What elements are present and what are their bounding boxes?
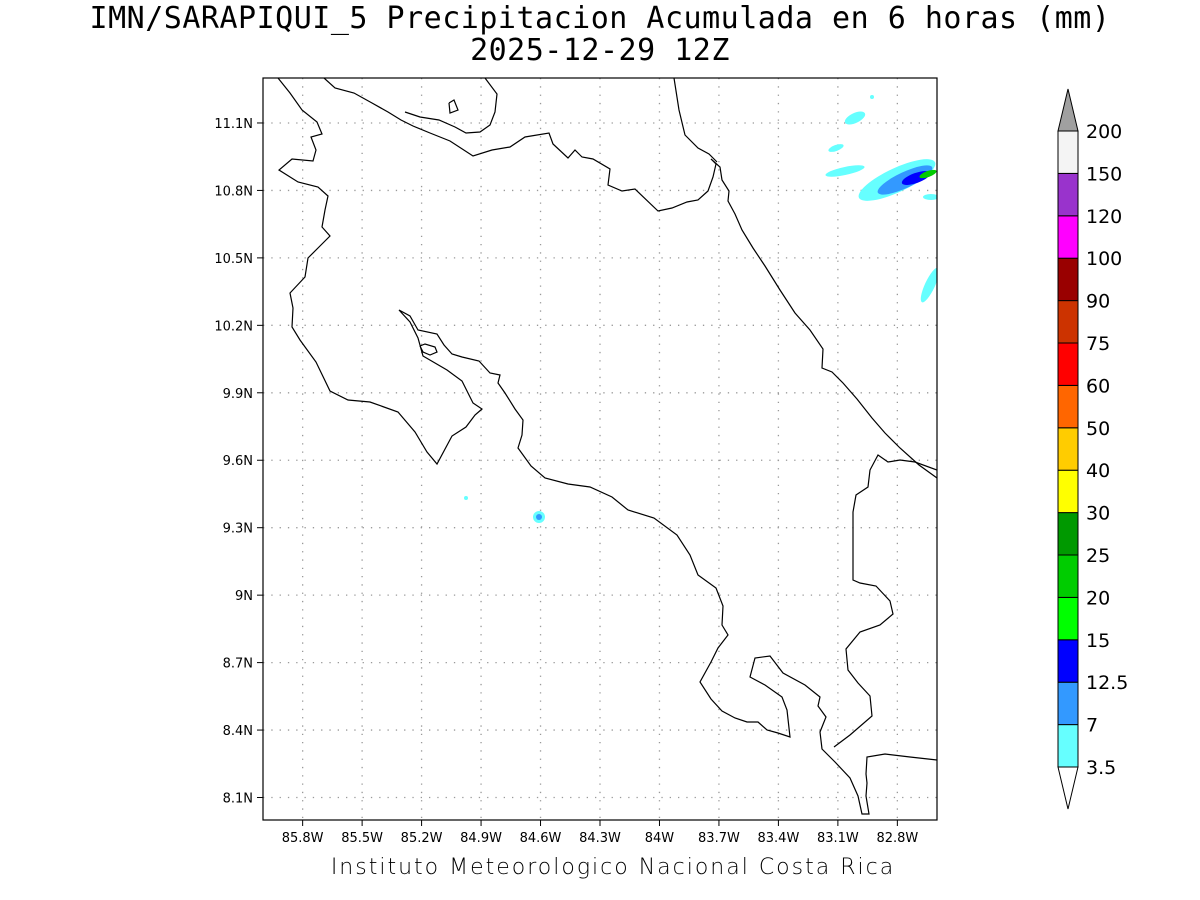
lat-tick-label: 9N (235, 589, 253, 604)
map-background (263, 78, 937, 820)
coastline-segment (833, 454, 937, 748)
map-title: IMN/SARAPIQUI_5 Precipitacion Acumulada … (89, 1, 1111, 36)
lon-tick-label: 84.9W (460, 831, 502, 846)
island (419, 343, 438, 356)
colorbar-swatch (1057, 554, 1079, 598)
precip-cell (920, 267, 937, 303)
colorbar-label: 90 (1086, 291, 1110, 313)
map-datetime: 2025-12-29 12Z (470, 33, 730, 68)
lat-tick-label: 10.5N (214, 252, 253, 267)
lon-tick-label: 84.3W (579, 831, 621, 846)
colorbar-label: 150 (1086, 163, 1122, 185)
colorbar-swatch (1057, 215, 1079, 259)
colorbar-label: 12.5 (1086, 672, 1128, 694)
colorbar-swatch (1057, 342, 1079, 386)
lon-tick-label: 83.7W (698, 831, 740, 846)
lat-tick-label: 8.7N (223, 657, 253, 672)
lat-tick-label: 9.6N (223, 454, 253, 469)
lat-tick-label: 8.4N (223, 724, 253, 739)
lat-tick-label: 9.3N (223, 522, 253, 537)
colorbar-label: 15 (1086, 630, 1110, 652)
footer-credit: Instituto Meteorologico Nacional Costa R… (330, 855, 896, 880)
lat-tick-label: 9.9N (223, 387, 253, 402)
lat-tick-label: 10.2N (214, 319, 253, 334)
precip-cell (870, 95, 874, 99)
colorbar-swatch (1057, 639, 1079, 683)
colorbar-swatch (1057, 512, 1079, 556)
colorbar-label: 100 (1086, 248, 1122, 270)
colorbar-swatch (1057, 257, 1079, 302)
lon-tick-label: 82.8W (876, 831, 918, 846)
colorbar-swatch (1057, 300, 1079, 344)
colorbar-swatch (1057, 427, 1079, 471)
colorbar-label: 40 (1086, 460, 1110, 482)
lon-tick-label: 84.6W (520, 831, 562, 846)
colorbar-label: 60 (1086, 375, 1110, 397)
precip-cell (825, 165, 865, 177)
colorbar-max-triangle (1057, 88, 1079, 132)
lon-tick-label: 83.1W (817, 831, 859, 846)
precip-cell (464, 496, 468, 500)
precip-cell (844, 111, 866, 125)
precip-cell (919, 169, 937, 179)
colorbar-label: 200 (1086, 121, 1122, 143)
precip-cell (923, 194, 937, 200)
coastline-segment (404, 78, 498, 134)
colorbar-label: 120 (1086, 206, 1122, 228)
colorbar-swatch (1057, 724, 1079, 768)
colorbar-label: 7 (1086, 715, 1098, 737)
lon-tick-label: 85.5W (341, 831, 383, 846)
lat-tick-label: 10.8N (214, 184, 253, 199)
precipitation-field (464, 95, 937, 523)
coastline-segment (673, 78, 718, 163)
lat-tick-label: 8.1N (223, 792, 253, 807)
colorbar-label: 50 (1086, 418, 1110, 440)
coastline-segment (323, 78, 937, 479)
colorbar: 3.5 7 12.5 15 20 25 30 40 50 60 75 90 100 120 150 200 (1057, 88, 1128, 810)
lon-tick-label: 83.4W (758, 831, 800, 846)
colorbar-swatch (1057, 596, 1079, 641)
colorbar-swatch (1057, 469, 1079, 514)
precip-cell (536, 514, 542, 520)
colorbar-swatch (1057, 172, 1079, 217)
colorbar-label: 75 (1086, 333, 1110, 355)
lon-tick-label: 85.8W (282, 831, 324, 846)
colorbar-label: 25 (1086, 545, 1110, 567)
longitude-axis: 85.8W 85.5W 85.2W 84.9W 84.6W 84.3W 84W 83.7W 83… (282, 820, 918, 846)
colorbar-swatch (1057, 130, 1079, 174)
colorbar-swatch (1057, 384, 1079, 429)
colorbar-swatch (1057, 681, 1079, 726)
lon-tick-label: 84W (645, 831, 675, 846)
colorbar-min-triangle (1057, 766, 1079, 810)
colorbar-label: 20 (1086, 587, 1110, 609)
coastline (277, 78, 937, 815)
coastline-segment (277, 78, 937, 815)
latitude-axis: 11.1N 10.8N 10.5N 10.2N 9.9N 9.6N 9.3N 9N 8.7N 8.… (214, 117, 263, 807)
colorbar-label: 30 (1086, 503, 1110, 525)
island (448, 99, 459, 114)
precip-cell (828, 144, 844, 152)
lon-tick-label: 85.2W (401, 831, 443, 846)
colorbar-label: 3.5 (1086, 757, 1116, 779)
lat-tick-label: 11.1N (214, 117, 253, 132)
